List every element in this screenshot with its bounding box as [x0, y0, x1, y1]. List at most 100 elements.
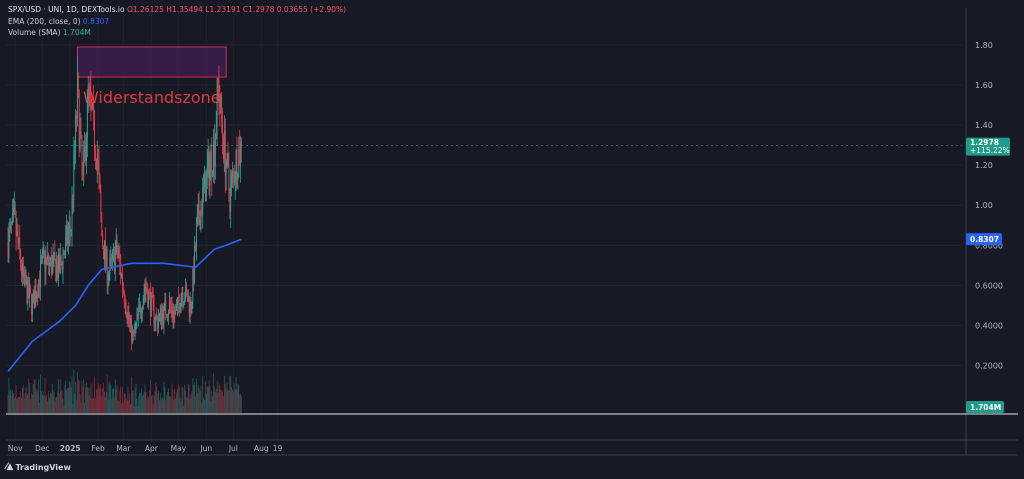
volume-bar — [183, 405, 185, 413]
volume-bar — [186, 397, 187, 413]
candle-body — [239, 149, 241, 164]
candle-body — [72, 198, 74, 200]
volume-bar — [67, 388, 68, 413]
candle-body — [127, 311, 129, 319]
volume-bar — [223, 375, 225, 413]
candle-body — [59, 256, 61, 273]
candle-body — [240, 141, 242, 164]
volume-bar — [104, 391, 105, 413]
volume-bar — [228, 390, 230, 413]
volume-bar — [125, 398, 127, 413]
candle-body — [176, 305, 178, 311]
candle-body — [112, 250, 114, 260]
volume-bar — [136, 398, 138, 413]
candle-body — [67, 226, 68, 244]
volume-bar — [122, 402, 124, 413]
candle-body — [38, 279, 40, 297]
volume-bar — [126, 400, 128, 413]
candle-body — [85, 146, 86, 161]
volume-bar — [71, 375, 73, 413]
legend-volume-row[interactable]: Volume (SMA) 1.704M — [8, 27, 346, 39]
tradingview-label: TradingView — [15, 462, 71, 472]
volume-bar — [167, 392, 169, 413]
candle-body — [128, 311, 130, 321]
candle-body — [222, 120, 224, 137]
candle-body — [30, 293, 32, 315]
volume-bar — [193, 385, 195, 413]
candle-body — [106, 248, 108, 284]
candle-body — [15, 215, 17, 236]
volume-bar — [99, 384, 101, 413]
candle-body — [137, 314, 139, 316]
candle-body — [130, 318, 132, 323]
candle-body — [205, 172, 207, 202]
candle-body — [142, 298, 144, 310]
candle-body — [170, 306, 172, 308]
candle-body — [20, 252, 22, 267]
candle-body — [17, 231, 19, 244]
volume-bar — [30, 392, 32, 413]
volume-bar — [100, 388, 102, 413]
volume-bar — [146, 398, 148, 413]
candle-body — [234, 178, 236, 184]
candle-body — [236, 150, 238, 181]
candle-body — [49, 262, 50, 266]
volume-bar — [203, 398, 205, 413]
candle-body — [81, 135, 83, 165]
volume-bar — [207, 386, 209, 413]
x-tick-label: Nov — [8, 444, 23, 453]
candle-body — [40, 260, 42, 262]
candle-body — [131, 330, 133, 342]
candle-body — [31, 299, 33, 315]
volume-bar — [195, 378, 197, 413]
volume-bar — [174, 388, 176, 413]
candle-body — [39, 279, 41, 287]
volume-bar — [76, 400, 77, 413]
candle-body — [194, 245, 196, 283]
candle-body — [228, 165, 230, 190]
legend-ema-row[interactable]: EMA (200, close, 0) 0.8307 — [8, 16, 346, 28]
volume-bar — [34, 379, 36, 413]
volume-bar — [140, 388, 142, 413]
volume-bar — [158, 390, 160, 413]
volume-bar — [95, 388, 97, 413]
candle-body — [57, 264, 59, 278]
volume-bar — [210, 400, 212, 413]
volume-bar — [155, 382, 157, 413]
volume-bar — [55, 397, 57, 413]
volume-bar — [53, 392, 55, 413]
candle-body — [104, 240, 106, 262]
candle-body — [188, 297, 190, 314]
candle-body — [151, 292, 153, 296]
candle-body — [62, 253, 64, 270]
volume-bar — [74, 393, 76, 413]
volume-bar — [7, 394, 9, 413]
volume-bar — [168, 396, 170, 413]
candle-body — [50, 257, 52, 275]
candle-body — [11, 221, 13, 223]
candle-body — [105, 248, 107, 262]
volume-bar — [36, 392, 38, 413]
volume-bar — [86, 386, 88, 413]
y-tick-label: 0.4000 — [975, 321, 1003, 330]
candle-body — [118, 253, 120, 255]
volume-bar — [213, 386, 215, 413]
y-tick-label: 1.80 — [975, 41, 993, 50]
candle-body — [37, 293, 39, 297]
volume-bar — [201, 403, 203, 413]
candle-body — [97, 156, 99, 163]
volume-bar — [50, 394, 52, 413]
tradingview-logo[interactable]: ⁄▲ TradingView — [6, 462, 71, 472]
volume-bar — [13, 398, 15, 413]
candle-body — [126, 314, 128, 319]
volume-bar — [150, 396, 152, 413]
volume-bar — [68, 381, 70, 413]
volume-bar — [131, 376, 132, 413]
candle-body — [172, 313, 174, 319]
volume-bar — [219, 385, 221, 413]
candle-body — [150, 292, 152, 315]
candle-body — [22, 263, 24, 278]
legend-symbol-row[interactable]: SPX/USD · UNI, 1D, DEXTools.io O1.26125 … — [8, 4, 346, 16]
candle-body — [113, 249, 115, 272]
